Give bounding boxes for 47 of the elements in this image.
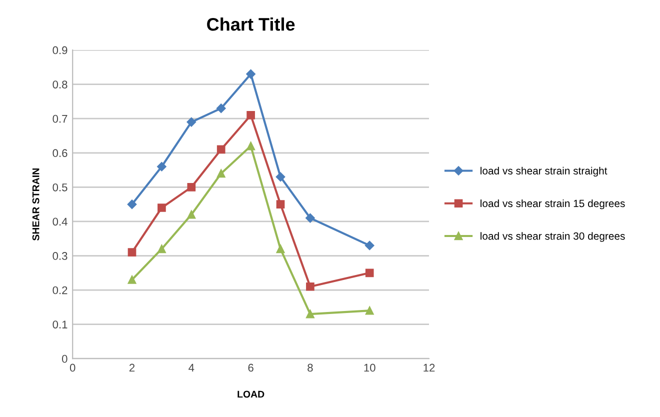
point <box>127 200 137 209</box>
y-tick-label: 0.1 <box>52 320 68 328</box>
point <box>276 172 286 182</box>
point <box>128 248 136 256</box>
legend-label: load vs shear strain straight <box>480 166 608 177</box>
point <box>365 268 374 278</box>
point <box>158 244 166 254</box>
y-tick-label: 0.3 <box>52 252 68 260</box>
point <box>306 213 315 223</box>
point <box>306 310 314 318</box>
point <box>216 145 226 154</box>
point <box>276 244 285 254</box>
chart-title: Chart Title <box>207 18 295 31</box>
x-axis-title: LOAD <box>238 390 264 398</box>
point <box>187 210 196 219</box>
y-tick-label: 0.7 <box>52 114 68 123</box>
y-tick-label: 0.5 <box>52 183 68 192</box>
x-tick-label: 4 <box>188 364 194 372</box>
y-tick-label: 0.6 <box>52 149 68 158</box>
point <box>187 183 196 192</box>
point <box>128 276 136 284</box>
point <box>364 240 374 250</box>
point <box>246 111 255 120</box>
point <box>306 282 314 291</box>
x-tick-label: 0 <box>70 364 76 372</box>
point <box>365 306 374 315</box>
point <box>186 117 196 127</box>
y-tick-label: 0 <box>62 354 68 363</box>
point <box>216 104 226 113</box>
legend-label: load vs shear strain 30 degrees <box>480 232 625 242</box>
point <box>158 204 166 212</box>
x-tick-label: 8 <box>308 364 313 372</box>
y-axis-title: SHEAR STRAIN <box>32 168 40 241</box>
x-tick-label: 12 <box>424 364 435 372</box>
y-tick-label: 0.2 <box>52 286 68 294</box>
y-tick-label: 0.4 <box>52 218 68 226</box>
y-tick-label: 0.8 <box>52 80 68 88</box>
x-tick-label: 10 <box>364 364 376 372</box>
x-tick-label: 2 <box>129 364 135 372</box>
x-tick-label: 6 <box>248 364 254 372</box>
y-tick-label: 0.9 <box>52 46 68 54</box>
point <box>246 69 256 79</box>
point <box>276 200 285 208</box>
point <box>157 162 166 172</box>
point <box>246 142 255 150</box>
point <box>216 169 226 178</box>
legend-label: load vs shear strain 15 degrees <box>480 199 625 210</box>
